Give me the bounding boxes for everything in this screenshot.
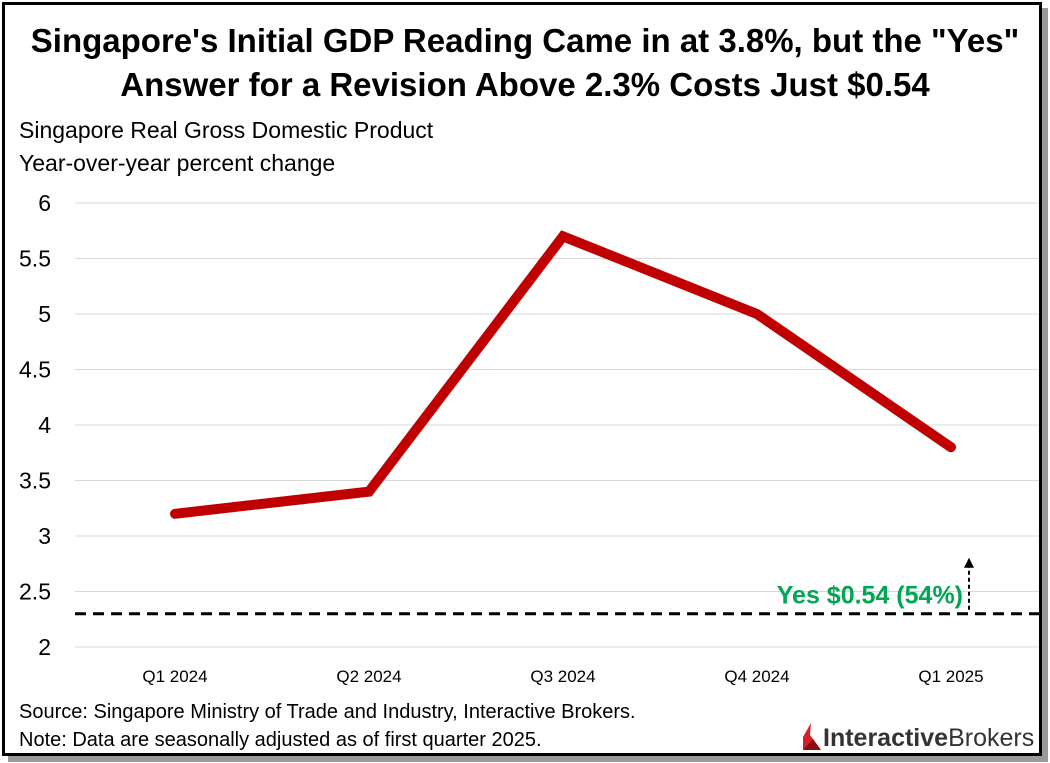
logo-flame-icon — [803, 723, 821, 750]
y-tick-label: 5 — [38, 301, 51, 327]
x-tick-label: Q4 2024 — [724, 667, 789, 686]
data-note: Note: Data are seasonally adjusted as of… — [19, 729, 542, 751]
brand-light: Brokers — [948, 724, 1035, 752]
x-tick-label: Q3 2024 — [530, 667, 595, 686]
subtitle-line-1: Singapore Real Gross Domestic Product — [19, 117, 434, 143]
brand-bold: Interactive — [823, 724, 949, 752]
y-tick-label: 3 — [38, 523, 51, 549]
y-tick-label: 2 — [38, 634, 51, 660]
y-tick-label: 4 — [38, 412, 51, 438]
chart-frame: Singapore's Initial GDP Reading Came in … — [2, 2, 1042, 756]
y-tick-label: 3.5 — [19, 468, 51, 494]
y-tick-label: 4.5 — [19, 357, 51, 383]
x-axis: Q1 2024 Q2 2024 Q3 2024 Q4 2024 Q1 2025 — [142, 667, 983, 686]
x-tick-label: Q2 2024 — [336, 667, 401, 686]
x-tick-label: Q1 2025 — [918, 667, 983, 686]
series-layer — [170, 230, 956, 519]
y-tick-label: 6 — [38, 190, 51, 216]
source-note: Source: Singapore Ministry of Trade and … — [19, 701, 636, 723]
gridlines — [75, 202, 1039, 648]
gdp-line-chart: 22.533.544.555.56 Q1 2024 Q2 2024 Q3 2024 Q… — [19, 190, 1039, 686]
subtitle-line-2: Year-over-year percent change — [19, 150, 336, 176]
annotation-label: Yes $0.54 (54%) — [777, 582, 963, 610]
chart-title: Singapore's Initial GDP Reading Came in … — [5, 19, 1045, 107]
y-tick-label: 5.5 — [19, 246, 51, 272]
title-line-2: Answer for a Revision Above 2.3% Costs J… — [120, 66, 930, 103]
x-tick-label: Q1 2024 — [142, 667, 207, 686]
interactive-brokers-logo: InteractiveBrokers — [801, 721, 1034, 753]
annotation-arrow-head — [964, 557, 974, 568]
title-line-1: Singapore's Initial GDP Reading Came in … — [30, 22, 1020, 59]
y-tick-label: 2.5 — [19, 579, 51, 605]
y-axis: 2 2.5 3 3.5 4 4.5 5 5.5 6 — [19, 190, 51, 660]
series-line-gdp — [170, 230, 956, 519]
annotation-layer: Yes $0.54 (54%) — [777, 557, 974, 610]
